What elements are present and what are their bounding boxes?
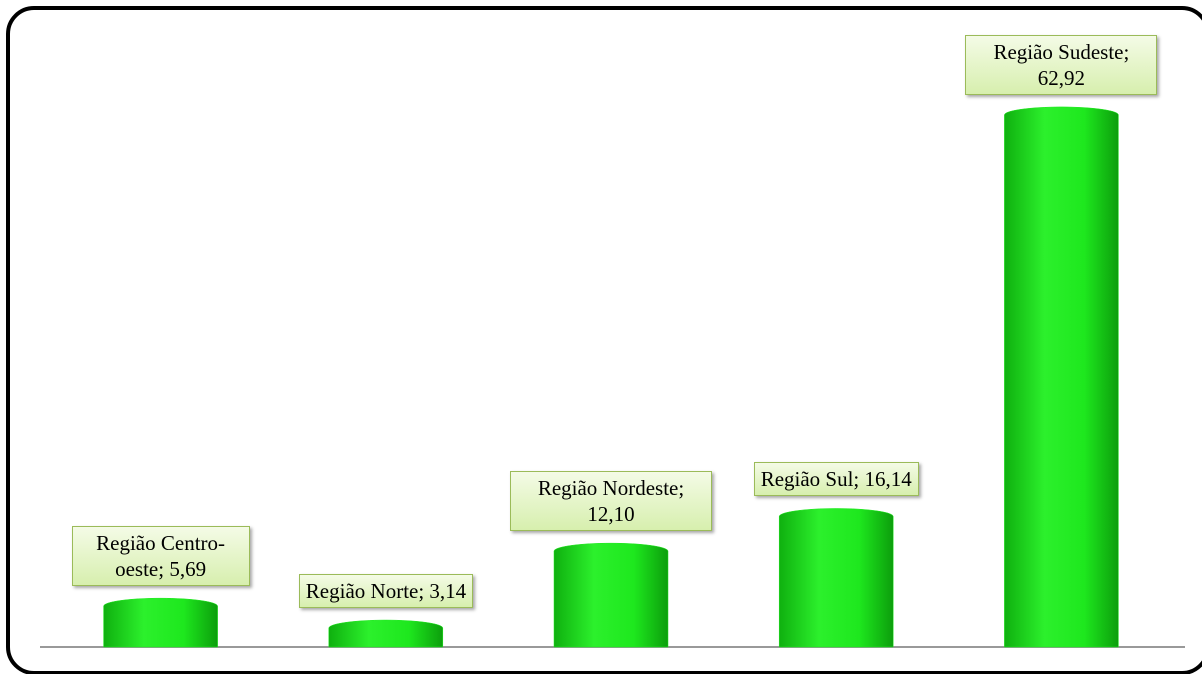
bar — [103, 597, 218, 648]
frame — [6, 6, 1202, 674]
data-label: Região Nordeste; 12,10 — [510, 471, 712, 532]
bar — [778, 508, 894, 648]
data-label: Região Sul; 16,14 — [753, 462, 919, 497]
bar — [328, 619, 444, 648]
data-label: Região Norte; 3,14 — [298, 574, 474, 609]
bar — [553, 542, 669, 648]
data-label: Região Sudeste; 62,92 — [965, 34, 1158, 95]
data-label: Região Centro-oeste; 5,69 — [71, 526, 250, 587]
bar — [1004, 106, 1119, 648]
